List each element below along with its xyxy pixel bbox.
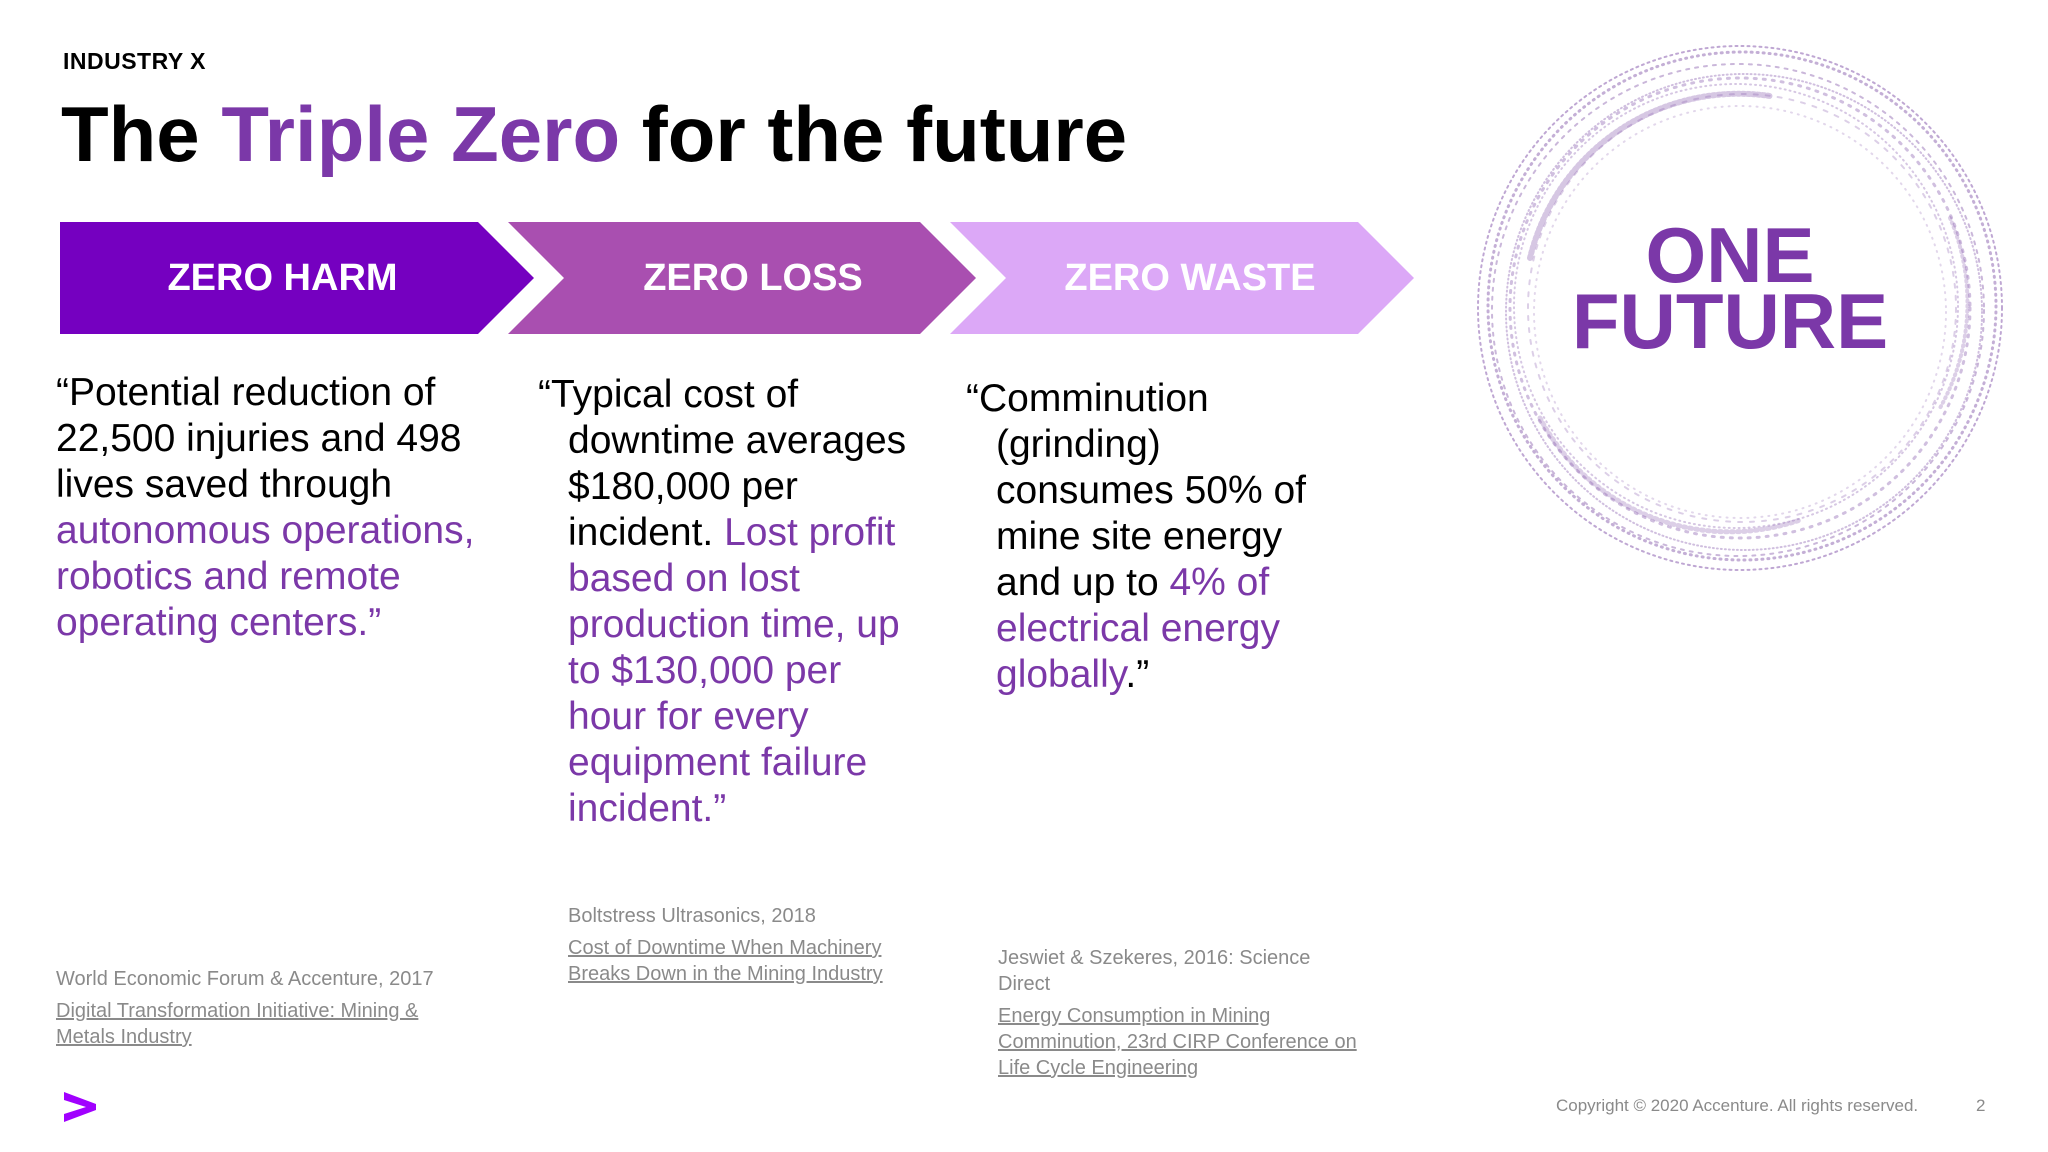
chevron-zero-waste	[950, 222, 1414, 334]
zero-harm-quote: “Potential reduction of 22,500 injuries …	[56, 370, 496, 646]
chevron-zero-harm-label: ZERO HARM	[167, 256, 398, 299]
chevron-process-bar: ZERO HARM ZERO LOSS ZERO WASTE	[60, 222, 1415, 334]
zero-loss-quote: “Typical cost of downtime averages $180,…	[538, 372, 928, 832]
title-accent: Triple Zero	[221, 90, 621, 178]
zero-loss-quote-text: downtime averages $180,000 per incident.	[568, 419, 907, 554]
one-future-line-2: FUTURE	[1571, 277, 1889, 365]
zero-waste-quote-text: (grinding) consumes 50% of mine site ene…	[996, 423, 1307, 604]
chevron-zero-loss-label: ZERO LOSS	[643, 256, 863, 299]
zero-loss-quote-highlight: Lost profit based on lost production tim…	[568, 511, 900, 830]
zero-waste-quote-body: (grinding) consumes 50% of mine site ene…	[966, 422, 1326, 698]
zero-loss-quote-open: “Typical cost of	[538, 373, 799, 416]
chevron-zero-loss	[508, 222, 976, 334]
zero-waste-quote-highlight: 4% of electrical energy globally	[996, 561, 1280, 696]
chevron-zero-harm	[60, 222, 534, 334]
zero-waste-source-link[interactable]: Energy Consumption in Mining Comminution…	[998, 1005, 1357, 1079]
zero-waste-quote: “Comminution (grinding) consumes 50% of …	[966, 376, 1326, 698]
zero-waste-source: Jeswiet & Szekeres, 2016: Science Direct…	[998, 945, 1358, 1081]
zero-harm-source-name: World Economic Forum & Accenture, 2017	[56, 968, 434, 990]
zero-loss-source: Boltstress Ultrasonics, 2018 Cost of Dow…	[568, 903, 918, 987]
dotted-ring-graphic	[1477, 45, 2003, 571]
zero-harm-quote-close: ”	[368, 601, 382, 644]
zero-loss-quote-body: downtime averages $180,000 per incident.…	[538, 418, 928, 832]
copyright-text: Copyright © 2020 Accenture. All rights r…	[1556, 1096, 1919, 1115]
one-future-line-1: ONE	[1645, 211, 1815, 299]
eyebrow-label: INDUSTRY X	[63, 48, 207, 74]
zero-harm-quote-highlight: autonomous operations, robotics and remo…	[56, 509, 475, 644]
zero-waste-source-name: Jeswiet & Szekeres, 2016: Science Direct	[998, 947, 1311, 995]
one-future-badge: ONE FUTURE	[1560, 211, 1900, 365]
zero-loss-source-name: Boltstress Ultrasonics, 2018	[568, 905, 816, 927]
zero-waste-quote-close: .”	[1125, 653, 1150, 696]
chevron-zero-waste-label: ZERO WASTE	[1064, 256, 1316, 299]
zero-waste-quote-open: “Comminution	[966, 377, 1209, 420]
zero-harm-quote-text: “Potential reduction of 22,500 injuries …	[56, 371, 462, 506]
title-prefix: The	[61, 90, 222, 178]
accenture-logo-icon	[64, 1092, 96, 1122]
page-number: 2	[1976, 1096, 1986, 1115]
chevron-shapes	[60, 222, 1414, 334]
page-title: The Triple Zero for the future	[61, 90, 1128, 178]
zero-harm-source: World Economic Forum & Accenture, 2017 D…	[56, 966, 476, 1050]
zero-harm-source-link[interactable]: Digital Transformation Initiative: Minin…	[56, 1000, 419, 1048]
title-suffix: for the future	[620, 90, 1128, 178]
zero-loss-source-link[interactable]: Cost of Downtime When Machinery Breaks D…	[568, 937, 883, 985]
